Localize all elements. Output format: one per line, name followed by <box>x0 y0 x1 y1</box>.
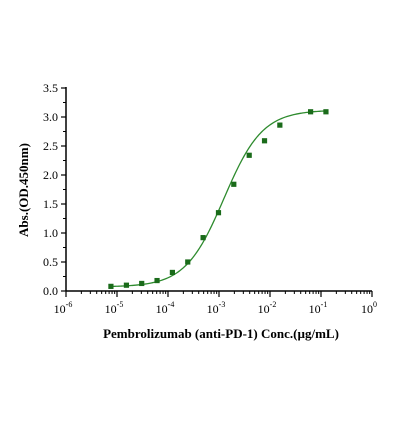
x-tick-label: 10-4 <box>156 300 175 316</box>
data-point <box>139 280 145 287</box>
y-tick-label: 2.5 <box>43 139 58 153</box>
axes <box>61 87 373 297</box>
y-tick-label: 2.0 <box>43 168 58 182</box>
data-point <box>277 122 283 128</box>
y-tick-label: 0.5 <box>43 255 58 269</box>
fit-curve-layer <box>110 110 326 288</box>
tick-labels: 0.0 0.5 1.0 1.5 2.0 2.5 3.0 3.5 10-6 10-5 10-4 10-3… <box>43 81 377 316</box>
data-point <box>246 152 252 158</box>
data-point <box>154 277 160 284</box>
data-point <box>200 235 206 241</box>
y-tick-label: 1.5 <box>43 197 58 211</box>
x-axis-title: Pembrolizumab (anti-PD-1) Conc.(µg/mL) <box>103 326 339 341</box>
y-axis-title: Abs.(OD.450nm) <box>16 143 31 237</box>
x-tick-label: 10-5 <box>105 300 124 316</box>
x-tick-label: 10-1 <box>309 300 328 316</box>
data-point <box>261 138 268 144</box>
data-point <box>123 282 130 288</box>
y-tick-label: 3.0 <box>43 110 58 124</box>
data-point <box>185 259 191 265</box>
x-tick-label: 10-2 <box>258 300 277 316</box>
y-tick-label: 3.5 <box>43 81 58 95</box>
data-point <box>307 109 314 115</box>
data-point <box>108 283 114 289</box>
y-tick-label: 0.0 <box>43 284 58 298</box>
x-tick-label: 10-6 <box>54 300 73 316</box>
x-tick-label: 100 <box>361 300 377 316</box>
data-point <box>169 269 176 276</box>
data-points <box>108 109 329 289</box>
data-point <box>215 210 222 216</box>
data-point <box>231 181 237 187</box>
data-point <box>323 109 329 115</box>
x-tick-label: 10-3 <box>207 300 226 316</box>
y-tick-label: 1.0 <box>43 226 58 240</box>
fit-curve <box>110 110 326 288</box>
